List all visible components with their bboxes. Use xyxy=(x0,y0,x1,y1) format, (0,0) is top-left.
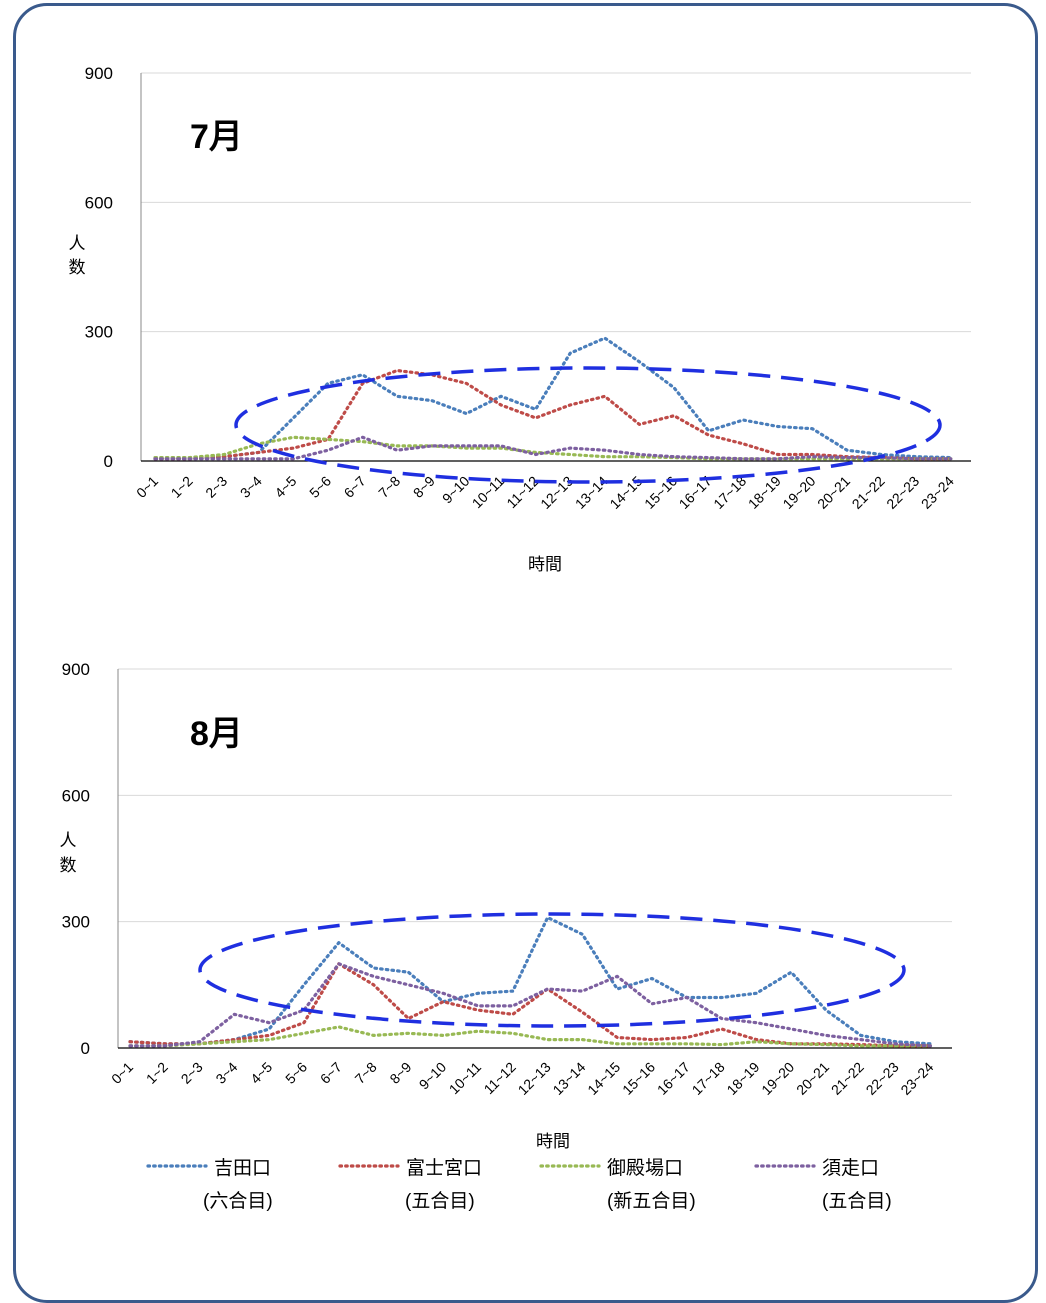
series-line-1 xyxy=(130,918,930,1044)
x-tick-label: 23~24 xyxy=(918,473,957,512)
x-tick-label: 19~20 xyxy=(779,473,818,512)
y-tick-label: 900 xyxy=(85,64,113,83)
x-tick-label: 13~14 xyxy=(549,1059,588,1098)
y-tick-label: 0 xyxy=(81,1039,90,1058)
y-tick-label: 0 xyxy=(104,452,113,471)
x-tick-label: 6~7 xyxy=(341,473,369,501)
legend-item: 御殿場口 (新五合目) xyxy=(541,1157,696,1212)
legend-item: 須走口 (五合目) xyxy=(756,1157,892,1212)
y-tick-label: 600 xyxy=(62,786,90,805)
x-tick-label: 12~13 xyxy=(537,473,576,512)
x-tick-label: 8~9 xyxy=(386,1059,414,1087)
x-tick-label: 11~12 xyxy=(481,1059,520,1098)
x-tick-label: 23~24 xyxy=(897,1059,936,1098)
legend-label: 御殿場口 xyxy=(607,1157,683,1179)
x-tick-label: 3~4 xyxy=(212,1059,240,1087)
legend-item: 富士宮口 (五合目) xyxy=(340,1157,482,1212)
x-tick-label: 22~23 xyxy=(863,1059,902,1098)
y-axis-title: 数 xyxy=(69,258,86,277)
legend-sublabel: (五合目) xyxy=(822,1190,892,1212)
x-tick-label: 6~7 xyxy=(317,1059,345,1087)
y-tick-label: 300 xyxy=(85,323,113,342)
x-tick-label: 12~13 xyxy=(515,1059,554,1098)
x-tick-label: 17~18 xyxy=(689,1059,728,1098)
legend-label: 吉田口 xyxy=(214,1157,271,1179)
x-tick-label: 9~10 xyxy=(416,1059,450,1093)
legend-label: 富士宮口 xyxy=(406,1157,482,1179)
y-tick-label: 300 xyxy=(62,913,90,932)
x-tick-label: 3~4 xyxy=(237,473,265,501)
y-axis-title: 人 xyxy=(60,831,77,850)
x-tick-label: 5~6 xyxy=(282,1059,310,1087)
x-tick-label: 1~2 xyxy=(168,473,196,501)
x-tick-label: 21~22 xyxy=(828,1059,867,1098)
x-tick-label: 20~21 xyxy=(793,1059,832,1098)
x-tick-label: 4~5 xyxy=(247,1059,275,1087)
x-tick-label: 10~11 xyxy=(446,1059,485,1098)
x-tick-label: 7~8 xyxy=(352,1059,380,1087)
legend: 吉田口 (六合目) 富士宮口 (五合目) 御殿場口 (新五合目) 須走口 (五合目) xyxy=(148,1157,892,1212)
x-tick-label: 21~22 xyxy=(849,473,888,512)
y-tick-label: 900 xyxy=(62,660,90,679)
x-tick-label: 1~2 xyxy=(143,1059,171,1087)
x-tick-label: 0~1 xyxy=(133,473,161,501)
legend-sublabel: (新五合目) xyxy=(607,1190,696,1212)
x-axis-title: 時間 xyxy=(536,1132,570,1151)
x-tick-label: 14~15 xyxy=(606,473,645,512)
x-tick-label: 5~6 xyxy=(306,473,334,501)
x-tick-label: 7~8 xyxy=(375,473,403,501)
x-tick-label: 0~1 xyxy=(108,1059,136,1087)
y-tick-label: 600 xyxy=(85,193,113,212)
x-tick-label: 16~17 xyxy=(654,1059,693,1098)
x-tick-label: 2~3 xyxy=(178,1059,206,1087)
chart-title: 7月 xyxy=(190,118,243,156)
x-tick-label: 18~19 xyxy=(745,473,784,512)
y-axis-title: 数 xyxy=(60,856,77,875)
x-tick-label: 22~23 xyxy=(883,473,922,512)
x-tick-label: 20~21 xyxy=(814,473,853,512)
x-tick-label: 4~5 xyxy=(271,473,299,501)
highlight-ellipse xyxy=(236,368,940,482)
highlight-ellipse xyxy=(200,914,904,1026)
legend-label: 須走口 xyxy=(822,1157,879,1179)
legend-item: 吉田口 (六合目) xyxy=(148,1157,273,1212)
x-tick-label: 18~19 xyxy=(723,1059,762,1098)
x-tick-label: 15~16 xyxy=(619,1059,658,1098)
x-tick-label: 13~14 xyxy=(572,473,611,512)
chart-title: 8月 xyxy=(190,715,243,753)
x-tick-label: 14~15 xyxy=(584,1059,623,1098)
legend-sublabel: (六合目) xyxy=(203,1190,273,1212)
y-axis-title: 人 xyxy=(69,234,86,253)
x-tick-label: 11~12 xyxy=(503,473,542,512)
legend-sublabel: (五合目) xyxy=(405,1190,475,1212)
x-tick-label: 2~3 xyxy=(202,473,230,501)
x-tick-label: 19~20 xyxy=(758,1059,797,1098)
x-axis-title: 時間 xyxy=(528,555,562,574)
